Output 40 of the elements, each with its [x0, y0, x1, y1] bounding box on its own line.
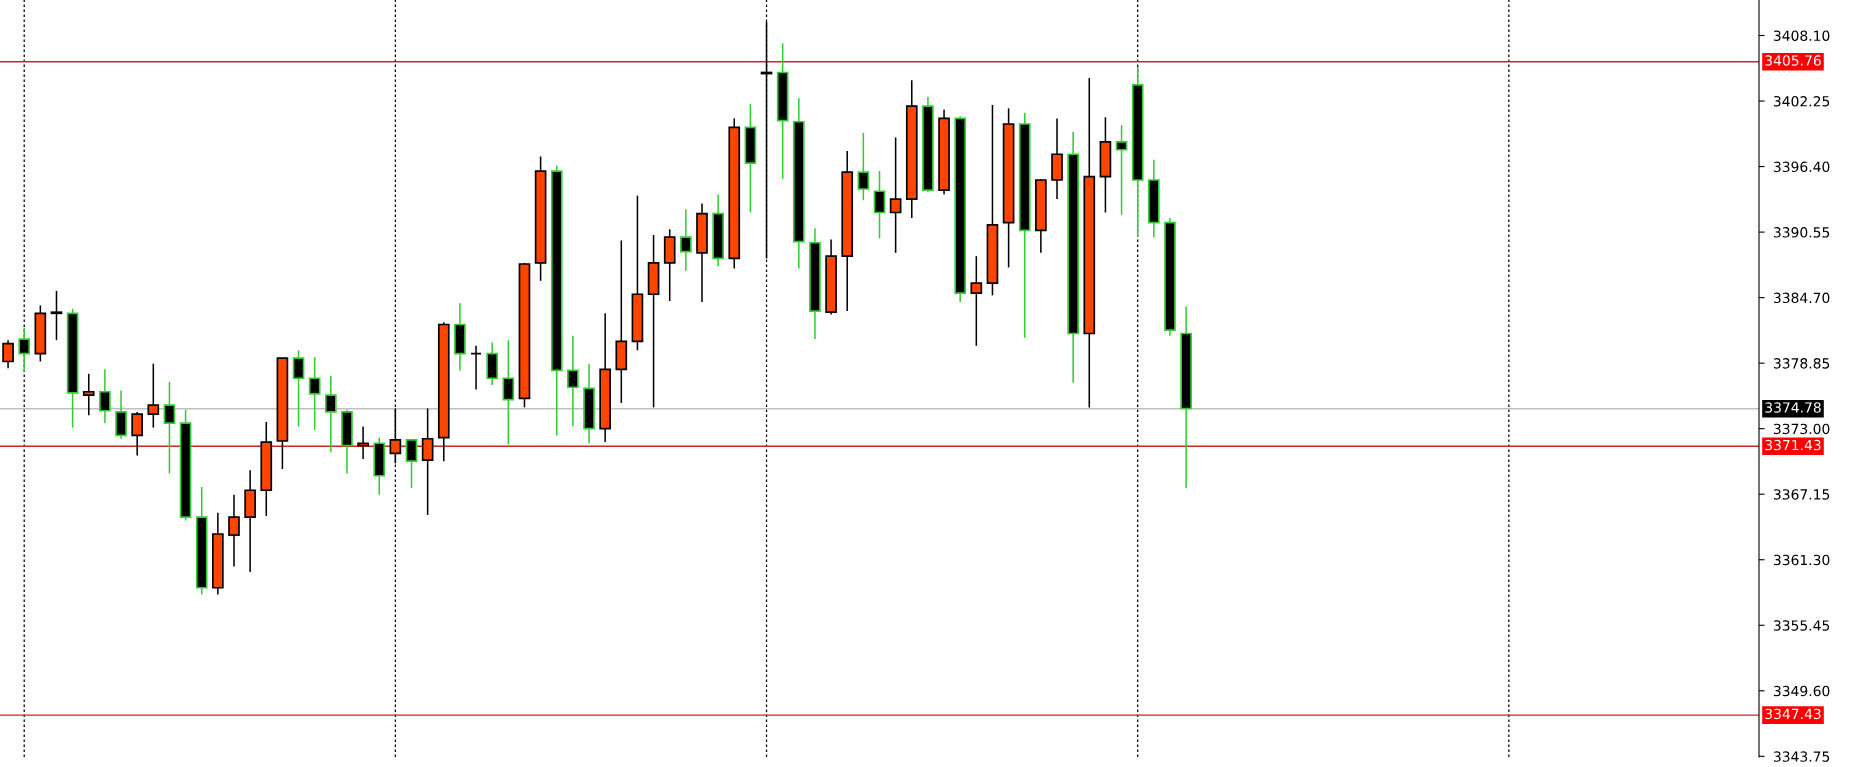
candlestick [82, 373, 95, 417]
candlestick [163, 380, 176, 475]
candlestick [357, 425, 369, 460]
candlestick [147, 362, 160, 429]
ref-line-label: 3374.78 [1765, 402, 1821, 413]
candlestick [680, 208, 692, 272]
y-tick-label: 3343.75 [1773, 751, 1830, 762]
y-tick-label: 3408.10 [1773, 30, 1830, 41]
y-tick-label: 3402.25 [1773, 96, 1830, 107]
candlestick [873, 170, 886, 240]
y-tick-label: 3378.85 [1773, 358, 1830, 369]
y-tick-label: 3355.45 [1773, 620, 1830, 631]
candlestick [405, 439, 418, 489]
candlestick [50, 290, 63, 341]
candlestick [324, 375, 337, 453]
candlestick [99, 368, 111, 424]
candlestick [857, 132, 870, 201]
candlestick [292, 349, 305, 428]
ref-line-label: 3371.43 [1765, 439, 1821, 451]
candlestick [308, 356, 321, 431]
y-tick-label: 3349.60 [1773, 685, 1830, 697]
candlestick [567, 334, 579, 428]
candlestick [421, 407, 434, 516]
y-tick-label: 3361.30 [1773, 554, 1830, 566]
ref-line-label: 3347.43 [1765, 708, 1821, 720]
y-tick-label: 3384.70 [1773, 292, 1830, 304]
y-tick-label: 3373.00 [1773, 423, 1830, 435]
candlestick [1115, 124, 1128, 216]
ref-line-label: 3405.76 [1765, 55, 1821, 66]
candlestick [2, 339, 14, 369]
candlestick [131, 411, 144, 457]
candlestick [470, 345, 482, 391]
y-tick-label: 3367.15 [1773, 489, 1830, 500]
y-tick-label: 3390.55 [1773, 227, 1830, 238]
candlestick [502, 339, 515, 446]
candlestick [970, 255, 983, 347]
candlestick [889, 136, 902, 254]
candlestick [228, 494, 240, 568]
candlestick [115, 389, 127, 440]
y-tick-label: 3396.40 [1773, 161, 1830, 173]
